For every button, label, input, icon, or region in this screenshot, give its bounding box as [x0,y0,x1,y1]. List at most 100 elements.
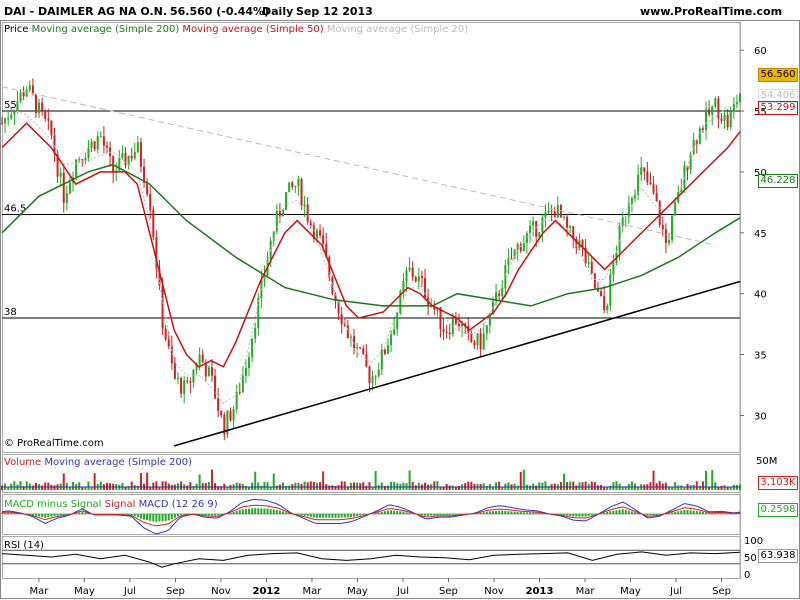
volume-bar [44,482,47,490]
price-candle [470,332,473,342]
volume-bar [22,486,25,490]
price-candle [186,380,189,382]
macd-histogram-bar [498,510,501,514]
price-candle [214,375,217,399]
price-candle [380,349,383,370]
macd-histogram-bar [569,514,572,517]
price-candle [495,292,498,302]
macd-histogram-bar [485,511,488,514]
macd-histogram-bar [396,511,399,514]
macd-histogram-bar [476,513,479,514]
price-candle [482,333,485,350]
macd-histogram-bar [325,514,328,518]
volume-bar [637,486,640,490]
volume-bar [652,470,655,490]
macd-histogram-bar [7,512,10,514]
legend-rsi: RSI (14) [4,540,44,551]
price-candle [275,210,278,232]
price-candle [365,354,368,367]
rsi-legend: RSI (14) [4,540,44,551]
price-candle [235,391,238,410]
volume-bar [312,482,315,490]
site-url[interactable]: www.ProRealTime.com [640,5,783,18]
price-candle [192,369,195,383]
macd-histogram-bar [399,511,402,514]
price-candle [544,212,547,218]
macd-histogram-bar [217,514,220,516]
x-tick-label: Mar [303,586,323,597]
macd-histogram-bar [272,509,275,514]
price-candle [532,221,535,226]
price-candle [439,307,442,329]
macd-histogram-bar [124,514,127,515]
ma200-line [1,163,741,307]
volume-bar [235,482,238,490]
volume-bar [319,482,322,490]
price-candle [16,101,19,112]
volume-bar [436,481,439,490]
x-tick-label: Mar [576,586,596,597]
macd-histogram-bar [56,514,59,516]
macd-histogram-bar [643,514,646,515]
macd-histogram-bar [155,514,158,522]
price-candle [10,114,13,119]
price-candle [201,354,204,363]
volume-bar [649,482,652,490]
chart-header: DAI - DAIMLER AG NA O.N. 56.560 (-0.44%)… [0,0,800,22]
price-candle [359,347,362,349]
macd-histogram-bar [362,514,365,516]
volume-bar [677,485,680,490]
price-candle [399,291,402,314]
volume-bar [383,485,386,490]
macd-histogram-bar [705,512,708,514]
legend-volume: Volume [4,457,42,468]
volume-bar [729,486,732,490]
macd-histogram-bar [606,511,609,514]
price-candle [630,198,633,204]
macd-histogram-bar [254,508,257,514]
price-candle [343,324,346,326]
macd-histogram-bar [488,511,491,514]
price-candle [408,267,411,271]
price-candle [708,109,711,115]
price-candle [667,240,670,243]
price-candle [124,152,127,166]
price-candle [584,247,587,264]
price-candle [383,349,386,354]
price-candle [473,341,476,346]
volume-bar [294,482,297,490]
volume-bar [495,482,498,490]
macd-histogram-bar [164,514,167,521]
macd-histogram-bar [711,513,714,514]
volume-bar [34,482,37,490]
macd-histogram-bar [130,514,133,516]
volume-bar [365,485,368,490]
volume-bar [99,481,102,490]
volume-bar [433,481,436,490]
x-tick-label: May [620,586,641,597]
macd-histogram-bar [133,514,136,517]
volume-bar [192,486,195,490]
macd-histogram-bar [322,514,325,518]
volume-bar [217,486,220,490]
macd-histogram-bar [535,512,538,514]
price-candle [513,249,516,259]
macd-histogram-bar [458,514,461,515]
volume-bar [522,469,525,490]
price-candle [417,276,420,282]
price-candle [581,240,584,248]
x-tick-label: 2012 [253,586,281,597]
macd-histogram-bar [658,514,661,515]
volume-bar [251,482,254,490]
price-tick-label: 50 [754,168,767,179]
volume-bar [723,485,726,490]
price-tick-label: 45 [754,229,767,240]
macd-histogram-bar [624,509,627,514]
macd-histogram-bar [600,513,603,514]
price-candle [210,367,213,376]
volume-bar [717,486,720,490]
price-candle [458,323,461,327]
macd-histogram-bar [47,514,50,518]
volume-bar [609,485,612,490]
macd-histogram-bar [44,514,47,518]
